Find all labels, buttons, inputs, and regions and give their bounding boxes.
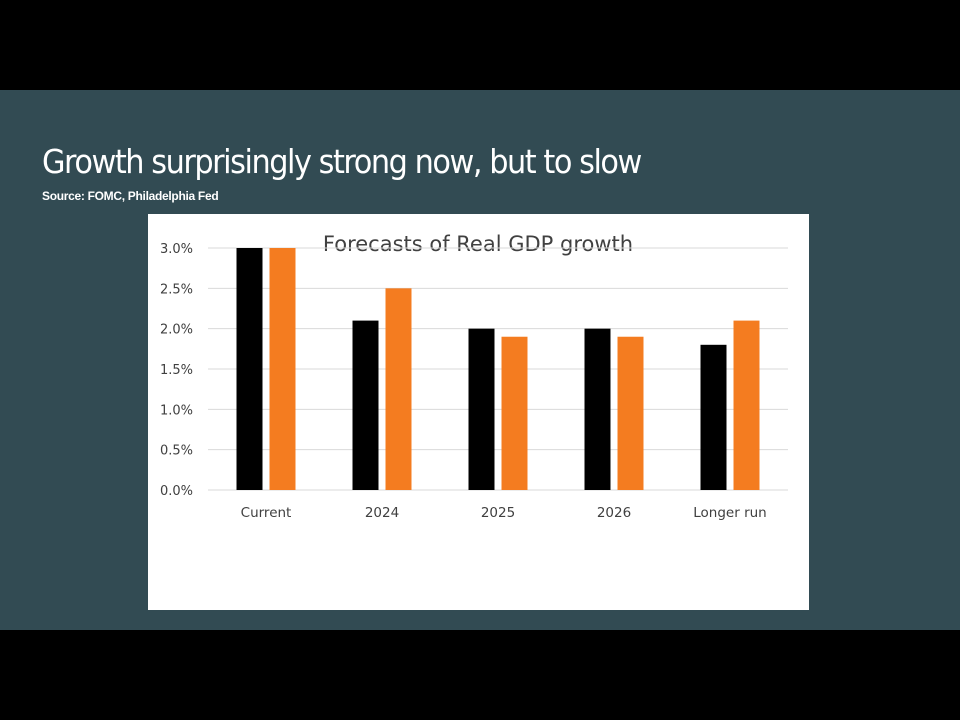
bar-fomc-2: [468, 328, 495, 490]
y-tick-label: 1.0%: [160, 403, 193, 418]
slide: Growth surprisingly strong now, but to s…: [0, 90, 960, 630]
y-tick-label: 2.0%: [160, 323, 193, 338]
y-tick-label: 1.5%: [160, 363, 193, 378]
bar-spf-1: [385, 288, 412, 490]
bar-fomc-4: [700, 344, 727, 490]
x-tick-label: 2026: [597, 505, 631, 521]
y-tick-label: 3.0%: [160, 242, 193, 257]
x-tick-label: 2024: [365, 505, 399, 521]
bars: [236, 248, 760, 490]
chart-panel: Forecasts of Real GDP growth 0.0% 0.5% 1.0…: [148, 214, 809, 610]
y-tick-label: 0.0%: [160, 484, 193, 499]
x-tick-label: Longer run: [693, 505, 766, 521]
bar-spf-2: [501, 336, 528, 490]
slide-title: Growth surprisingly strong now, but to s…: [42, 142, 642, 181]
bar-fomc-3: [584, 328, 611, 490]
y-tick-label: 0.5%: [160, 444, 193, 459]
gridlines: [208, 247, 788, 491]
chart-title: Forecasts of Real GDP growth: [323, 232, 633, 256]
bar-spf-3: [617, 336, 644, 490]
y-axis-tick-labels: 0.0% 0.5% 1.0% 1.5% 2.0% 2.5% 3.0%: [160, 242, 193, 499]
gdp-forecast-chart: Forecasts of Real GDP growth 0.0% 0.5% 1.0…: [160, 232, 788, 521]
bar-fomc-0: [236, 248, 263, 490]
x-tick-label: 2025: [481, 505, 515, 521]
y-tick-label: 2.5%: [160, 282, 193, 297]
bar-spf-4: [733, 320, 760, 490]
x-axis-tick-labels: Current 2024 2025 2026 Longer run: [241, 505, 767, 521]
x-tick-label: Current: [241, 505, 292, 521]
bar-fomc-1: [352, 320, 379, 490]
slide-source: Source: FOMC, Philadelphia Fed: [42, 189, 219, 203]
bar-spf-0: [269, 248, 296, 490]
